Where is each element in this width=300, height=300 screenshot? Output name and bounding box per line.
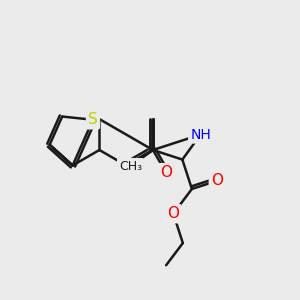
Text: NH: NH <box>190 128 211 142</box>
Text: O: O <box>211 173 223 188</box>
Text: CH₃: CH₃ <box>119 160 142 173</box>
Text: O: O <box>167 206 179 221</box>
Text: O: O <box>160 165 172 180</box>
Text: S: S <box>88 112 98 127</box>
